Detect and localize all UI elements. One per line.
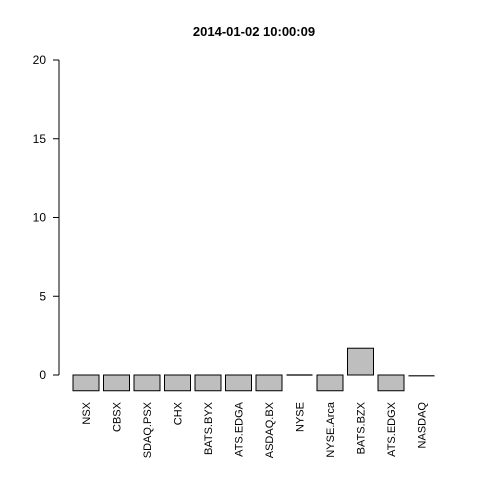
y-tick-label-15: 15 (33, 132, 47, 146)
x-label-ats-edga: ATS.EDGA (234, 401, 246, 456)
x-label-nsx: NSX (81, 401, 93, 424)
bar-asdaq-bx (255, 374, 283, 392)
x-label-sdaq-psx: SDAQ.PSX (142, 401, 154, 458)
x-label-bats-bzx: BATS.BZX (356, 401, 368, 454)
x-axis-labels: NSX CBSX SDAQ.PSX CHX BATS.BYX ATS.EDGA ASDAQ.… (81, 401, 429, 458)
bar-ats-edgx (377, 374, 405, 392)
y-tick-label-20: 20 (33, 53, 47, 67)
x-label-nyse-arca: NYSE.Arca (325, 401, 337, 458)
bar-nsx (72, 374, 100, 392)
bar-bats-byx (194, 374, 222, 392)
y-axis: 0 5 10 15 20 (33, 53, 60, 382)
chart-title: 2014-01-02 10:00:09 (193, 24, 315, 39)
x-label-cbsx: CBSX (112, 401, 124, 432)
bar-nyse-arca (316, 374, 344, 392)
bar-ats-edga (225, 374, 252, 392)
bar-sdaq-psx (133, 374, 161, 392)
bar-cbsx (103, 374, 130, 392)
x-label-ats-edgx: ATS.EDGX (386, 401, 398, 456)
x-label-bats-byx: BATS.BYX (203, 401, 215, 455)
bars (72, 347, 435, 392)
x-label-asdaq-bx: ASDAQ.BX (264, 401, 276, 458)
x-label-nasdaq: NASDAQ (417, 402, 429, 449)
bar-bats-bzx (347, 347, 374, 376)
bar-chx (164, 374, 191, 392)
y-tick-label-5: 5 (39, 289, 46, 303)
y-tick-label-0: 0 (39, 368, 46, 382)
x-label-chx: CHX (173, 401, 185, 425)
y-tick-label-10: 10 (33, 211, 47, 225)
x-label-nyse: NYSE (295, 402, 307, 432)
